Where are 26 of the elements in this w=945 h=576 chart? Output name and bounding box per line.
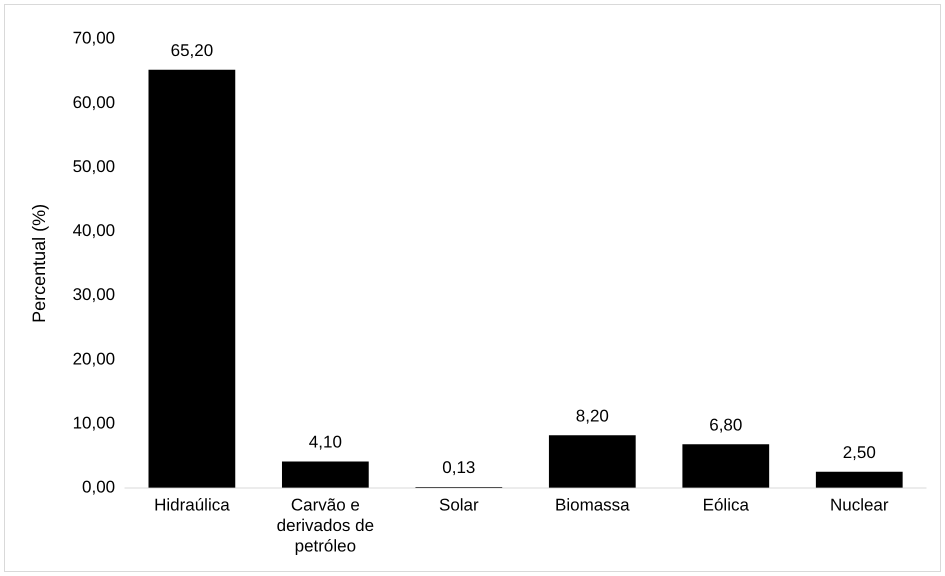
y-tick-label: 40,00: [72, 221, 116, 240]
y-tick-label: 10,00: [72, 413, 116, 432]
bar: [282, 462, 369, 488]
data-label: 6,80: [709, 415, 742, 434]
x-tick-label: Biomassa: [554, 496, 630, 515]
x-tick-label: Eólica: [702, 496, 750, 515]
y-tick-label: 60,00: [72, 92, 116, 112]
x-tick-label: Hidraúlica: [154, 496, 230, 515]
y-tick-label: 50,00: [72, 156, 116, 176]
data-label: 2,50: [842, 442, 876, 462]
bar: [816, 472, 903, 488]
x-tick-label: Solar: [438, 496, 480, 515]
bar: [548, 435, 636, 488]
data-label: 4,10: [308, 432, 342, 452]
y-tick-label: 20,00: [72, 349, 116, 368]
x-tick-label: Nuclear: [830, 496, 889, 515]
data-label: 8,20: [576, 406, 609, 426]
data-label: 65,20: [170, 40, 214, 60]
y-tick-label: 30,00: [72, 285, 116, 304]
data-label: 0,13: [442, 458, 476, 478]
y-tick-label: 70,00: [72, 28, 116, 48]
x-tick-label: Carvão e derivados de petróleo: [276, 496, 374, 556]
y-tick-label: 0,00: [82, 477, 116, 496]
bar: [682, 444, 770, 488]
y-axis-title: Percentual (%): [28, 204, 49, 323]
bar: [148, 70, 236, 488]
